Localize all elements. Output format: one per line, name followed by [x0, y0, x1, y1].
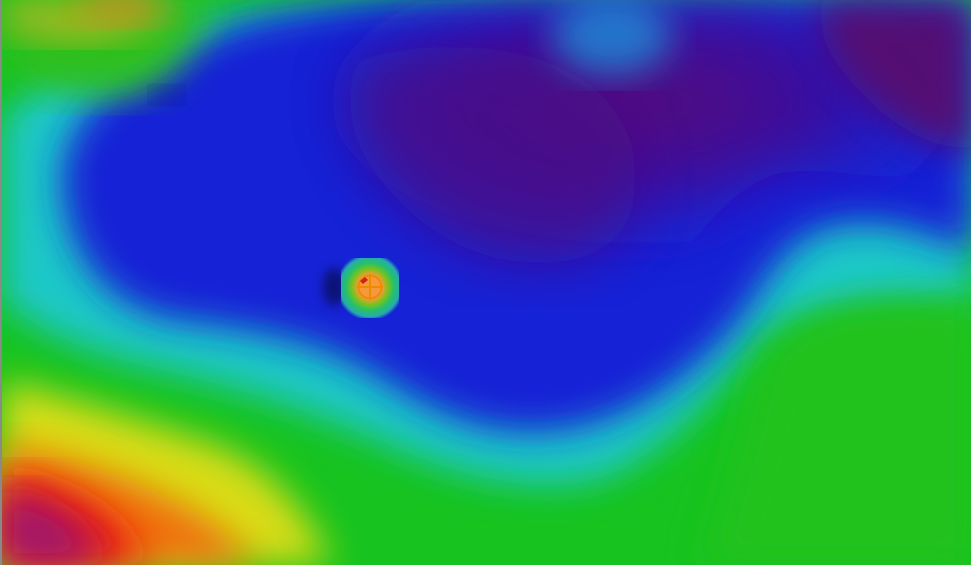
location-marker[interactable] [323, 258, 399, 318]
crosshair-target-icon[interactable] [355, 272, 385, 302]
marker-shadow [323, 268, 345, 306]
